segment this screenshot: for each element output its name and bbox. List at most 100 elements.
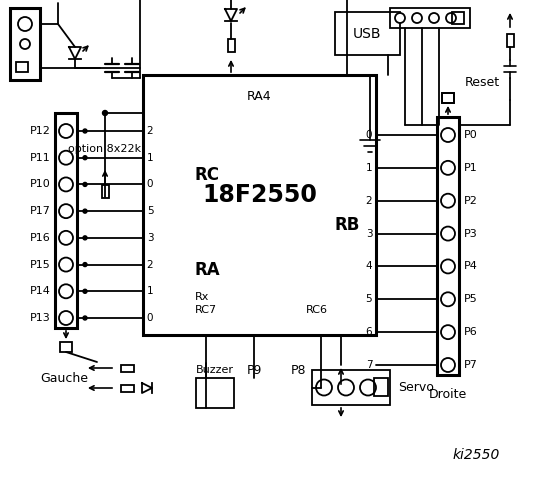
Bar [227, 38, 234, 51]
Bar [442, 93, 454, 103]
Bar [121, 364, 133, 372]
Circle shape [338, 380, 354, 396]
Text: 1: 1 [366, 163, 372, 173]
Bar [55, 113, 77, 328]
Text: 3: 3 [147, 233, 153, 243]
Text: P14: P14 [30, 286, 51, 296]
Circle shape [59, 178, 73, 192]
Text: RC6: RC6 [306, 305, 328, 315]
Bar [60, 342, 72, 352]
Circle shape [83, 289, 87, 293]
Text: Buzzer: Buzzer [196, 365, 234, 375]
Text: P15: P15 [30, 260, 51, 270]
Text: P13: P13 [30, 313, 51, 323]
Text: 18F2550: 18F2550 [202, 183, 317, 207]
Circle shape [412, 13, 422, 23]
Text: 0: 0 [366, 130, 372, 140]
Bar [121, 384, 133, 392]
Text: P12: P12 [30, 126, 51, 136]
Text: RA4: RA4 [247, 91, 272, 104]
Text: P0: P0 [464, 130, 478, 140]
Bar [312, 370, 390, 405]
Circle shape [441, 194, 455, 208]
Bar [442, 93, 454, 103]
Circle shape [83, 156, 87, 160]
Text: P3: P3 [464, 228, 478, 239]
Circle shape [83, 316, 87, 320]
Circle shape [59, 204, 73, 218]
Text: P9: P9 [246, 363, 262, 376]
Text: USB: USB [353, 26, 382, 40]
Text: Gauche: Gauche [40, 372, 88, 384]
Text: option 8x22k: option 8x22k [69, 144, 142, 154]
Circle shape [59, 284, 73, 298]
Text: Reset: Reset [465, 75, 500, 88]
Text: P4: P4 [464, 262, 478, 271]
Bar [507, 34, 514, 47]
Circle shape [360, 380, 376, 396]
Text: P6: P6 [464, 327, 478, 337]
Circle shape [59, 124, 73, 138]
Bar [374, 378, 388, 396]
Text: 2: 2 [366, 196, 372, 206]
Circle shape [441, 128, 455, 142]
Circle shape [102, 110, 107, 116]
Text: 7: 7 [366, 360, 372, 370]
Text: 1: 1 [147, 153, 153, 163]
Text: 0: 0 [147, 180, 153, 190]
Bar [196, 378, 234, 408]
Bar [452, 12, 464, 24]
Text: ki2550: ki2550 [452, 448, 500, 462]
Text: P1: P1 [464, 163, 478, 173]
Text: 5: 5 [147, 206, 153, 216]
Text: 3: 3 [366, 228, 372, 239]
Circle shape [20, 39, 30, 49]
Circle shape [446, 13, 456, 23]
Circle shape [83, 182, 87, 186]
Text: P11: P11 [30, 153, 51, 163]
Text: P16: P16 [30, 233, 51, 243]
Circle shape [316, 380, 332, 396]
Circle shape [83, 129, 87, 133]
Text: P17: P17 [30, 206, 51, 216]
Text: P2: P2 [464, 196, 478, 206]
Bar [143, 75, 376, 335]
Text: RC7: RC7 [195, 305, 217, 315]
Text: Servo: Servo [398, 381, 434, 394]
Text: 1: 1 [147, 286, 153, 296]
Text: Droite: Droite [429, 388, 467, 401]
Bar [102, 184, 108, 197]
Text: P10: P10 [30, 180, 51, 190]
Text: 6: 6 [366, 327, 372, 337]
Text: 2: 2 [147, 260, 153, 270]
Text: P7: P7 [464, 360, 478, 370]
Circle shape [441, 358, 455, 372]
Circle shape [59, 151, 73, 165]
Text: 5: 5 [366, 294, 372, 304]
Circle shape [59, 231, 73, 245]
Circle shape [441, 259, 455, 274]
Text: RC: RC [195, 166, 220, 184]
Circle shape [429, 13, 439, 23]
Circle shape [83, 209, 87, 213]
Circle shape [83, 263, 87, 266]
Circle shape [18, 17, 32, 31]
Circle shape [441, 325, 455, 339]
Text: 4: 4 [366, 262, 372, 271]
Text: P8: P8 [291, 363, 307, 376]
Circle shape [59, 311, 73, 325]
Text: RB: RB [334, 216, 359, 234]
Text: RA: RA [195, 261, 221, 279]
Bar [10, 8, 40, 80]
Text: 2: 2 [147, 126, 153, 136]
Circle shape [441, 227, 455, 240]
Circle shape [83, 236, 87, 240]
Circle shape [59, 258, 73, 272]
Text: Rx: Rx [195, 292, 210, 302]
Circle shape [441, 292, 455, 306]
Bar [390, 8, 470, 28]
Circle shape [395, 13, 405, 23]
Text: P5: P5 [464, 294, 478, 304]
Circle shape [441, 161, 455, 175]
Bar [437, 117, 459, 375]
